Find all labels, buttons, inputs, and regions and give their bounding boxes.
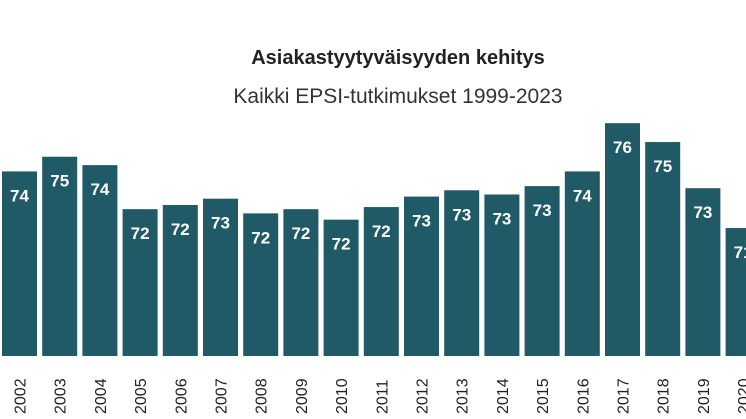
- value-label: 73: [452, 205, 471, 224]
- bar: [162, 204, 198, 356]
- value-label: 73: [533, 201, 552, 220]
- x-tick-label: 2003: [53, 378, 70, 414]
- value-label: 72: [251, 228, 270, 247]
- x-tick-label: 2008: [254, 378, 271, 414]
- value-label: 74: [573, 186, 592, 205]
- x-tick-label: 2017: [616, 378, 633, 414]
- bar: [82, 165, 118, 356]
- bar: [283, 209, 319, 356]
- bar: [42, 156, 78, 356]
- bar: [524, 186, 560, 356]
- x-tick-label: 2012: [415, 378, 432, 414]
- value-label: 72: [291, 224, 310, 243]
- x-tick-label: 2007: [214, 378, 231, 414]
- value-label: 72: [131, 224, 150, 243]
- value-label: 73: [211, 214, 230, 233]
- bar: [484, 194, 520, 356]
- value-label: 75: [50, 172, 69, 191]
- x-tick-label: 2002: [13, 378, 30, 414]
- value-label: 72: [332, 235, 351, 254]
- value-label: 73: [492, 209, 511, 228]
- x-tick-label: 2011: [374, 379, 391, 414]
- bar: [725, 228, 746, 356]
- bar: [363, 207, 399, 356]
- value-label: 73: [412, 212, 431, 231]
- x-tick-label: 2004: [93, 378, 110, 414]
- value-label: 71: [734, 243, 746, 262]
- x-tick-label: 2014: [495, 378, 512, 414]
- value-label: 74: [90, 180, 109, 199]
- x-tick-label: 2010: [334, 378, 351, 414]
- value-label: 72: [171, 220, 190, 239]
- x-tick-label: 2019: [696, 378, 713, 414]
- x-tick-label: 2005: [133, 378, 150, 414]
- chart-title: Asiakastyytyväisyyden kehitys: [251, 47, 545, 69]
- bar: [404, 196, 439, 356]
- bar: [323, 219, 359, 356]
- x-tick-label: 2020: [736, 378, 746, 414]
- x-tick-label: 2015: [535, 378, 552, 414]
- bar: [243, 213, 279, 356]
- x-tick-label: 2009: [294, 378, 311, 414]
- x-tick-label: 2018: [656, 378, 673, 414]
- value-label: 76: [613, 138, 632, 157]
- bar: [685, 188, 721, 356]
- bar: [444, 190, 480, 356]
- value-label: 74: [10, 186, 29, 205]
- bar: [645, 142, 681, 356]
- x-tick-label: 2013: [455, 378, 472, 414]
- x-tick-label: 2016: [575, 378, 592, 414]
- value-label: 73: [693, 203, 712, 222]
- value-label: 75: [653, 157, 672, 176]
- bar: [203, 198, 238, 356]
- bar: [564, 171, 600, 356]
- chart-subtitle: Kaikki EPSI-tutkimukset 1999-2023: [233, 85, 562, 108]
- bar: [122, 209, 158, 356]
- bar: [2, 171, 37, 356]
- bar: [605, 123, 640, 356]
- value-label: 72: [372, 222, 391, 241]
- x-tick-label: 2006: [173, 378, 190, 414]
